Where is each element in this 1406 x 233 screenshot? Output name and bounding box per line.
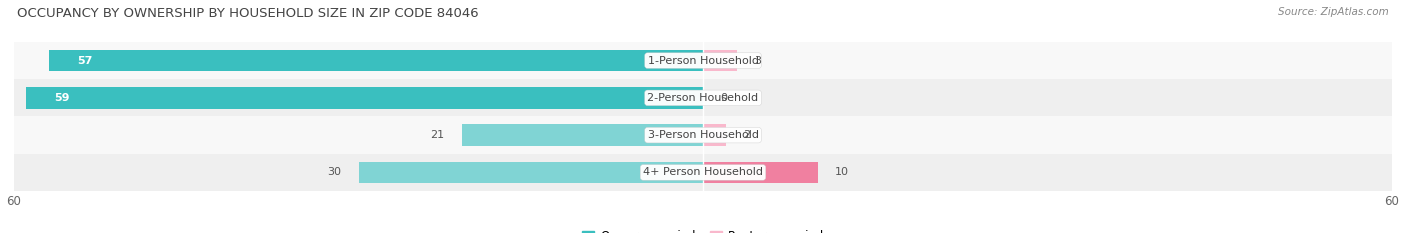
- Bar: [14, 42, 1392, 79]
- Text: 30: 30: [328, 168, 342, 177]
- Text: Source: ZipAtlas.com: Source: ZipAtlas.com: [1278, 7, 1389, 17]
- Text: 59: 59: [55, 93, 70, 103]
- Bar: [359, 162, 703, 183]
- Text: 21: 21: [430, 130, 444, 140]
- Bar: [48, 50, 703, 71]
- Text: 0: 0: [720, 93, 727, 103]
- Bar: [703, 50, 738, 71]
- Bar: [14, 116, 1392, 154]
- Legend: Owner-occupied, Renter-occupied: Owner-occupied, Renter-occupied: [578, 225, 828, 233]
- Text: 3-Person Household: 3-Person Household: [648, 130, 758, 140]
- Bar: [703, 124, 725, 146]
- Bar: [14, 154, 1392, 191]
- Bar: [25, 87, 703, 109]
- Text: 10: 10: [835, 168, 849, 177]
- Bar: [461, 124, 703, 146]
- Text: 2: 2: [744, 130, 751, 140]
- Text: 57: 57: [77, 56, 93, 65]
- Bar: [14, 79, 1392, 116]
- Text: 4+ Person Household: 4+ Person Household: [643, 168, 763, 177]
- Text: OCCUPANCY BY OWNERSHIP BY HOUSEHOLD SIZE IN ZIP CODE 84046: OCCUPANCY BY OWNERSHIP BY HOUSEHOLD SIZE…: [17, 7, 478, 20]
- Text: 3: 3: [755, 56, 762, 65]
- Text: 2-Person Household: 2-Person Household: [647, 93, 759, 103]
- Bar: [703, 162, 818, 183]
- Text: 1-Person Household: 1-Person Household: [648, 56, 758, 65]
